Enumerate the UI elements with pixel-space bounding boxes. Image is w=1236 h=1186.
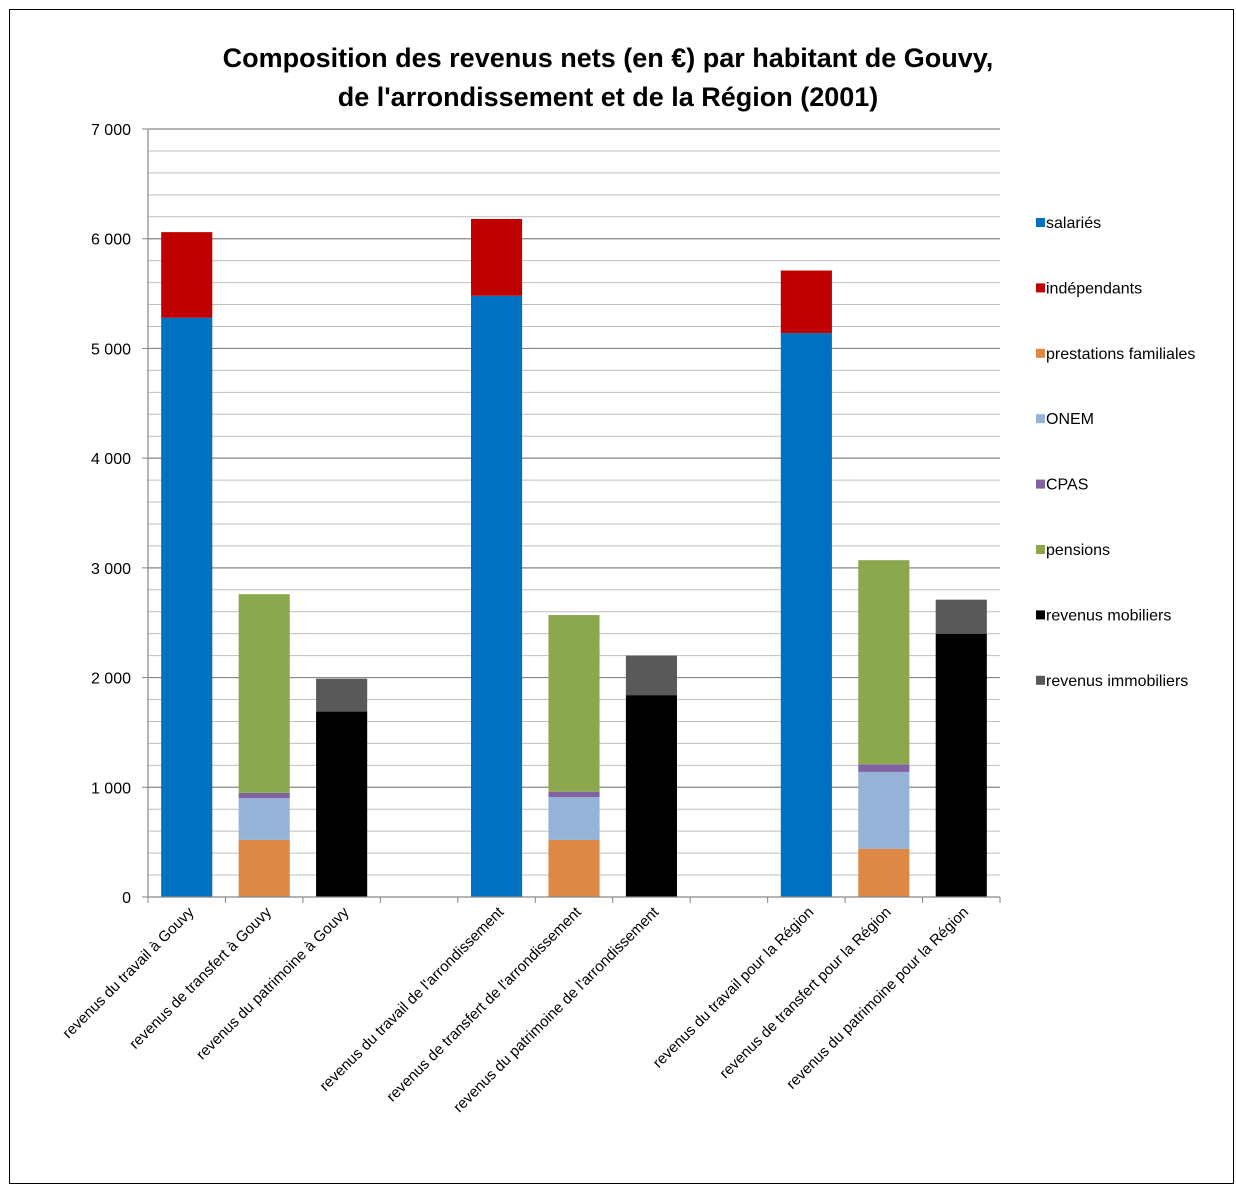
y-tick-label: 3 000 [91, 561, 131, 578]
legend-swatch [1036, 218, 1045, 227]
y-tick-label: 2 000 [91, 671, 131, 688]
legend-swatch [1036, 479, 1045, 489]
legend-swatch [1036, 414, 1045, 424]
bar-segment [316, 678, 368, 712]
bar-segment [625, 695, 678, 897]
axes [142, 128, 1001, 903]
bar-segment [316, 711, 368, 897]
chart-frame [9, 9, 1234, 1184]
bar-segment [935, 599, 987, 634]
bar-segment [470, 218, 523, 296]
legend-swatch [1036, 675, 1045, 685]
y-axis-ticks: 0 1 000 2 000 3 000 4 000 5 000 6 000 7 000 [91, 122, 131, 907]
x-category-label: revenus du patrimoine à Gouvy [193, 903, 353, 1063]
y-tick-label: 4 000 [91, 451, 131, 468]
x-category-label: revenus du travail pour la Région [650, 904, 818, 1072]
chart-title-line-2: de l'arrondissement et de la Région (200… [338, 82, 879, 112]
legend-label: indépendants [1046, 280, 1142, 297]
legend: salariés indépendants prestations familial… [1036, 215, 1195, 690]
chart-title-line-1: Composition des revenus nets (en €) par … [223, 43, 994, 73]
bar-segment [935, 633, 987, 897]
bar-segment [858, 848, 910, 897]
bar-segment [780, 333, 832, 897]
legend-label: pensions [1046, 542, 1110, 559]
x-category-label: revenus de transfert pour la Région [716, 904, 894, 1082]
bar-segment [780, 270, 832, 334]
y-tick-label: 1 000 [91, 780, 131, 797]
bar-segment [625, 655, 678, 696]
bar-segment [858, 771, 910, 849]
bar-segment [548, 791, 600, 798]
bar-segment [858, 560, 910, 765]
legend-swatch [1036, 610, 1045, 620]
y-tick-label: 6 000 [91, 232, 131, 249]
bar-segment [548, 797, 600, 840]
legend-swatch [1036, 348, 1045, 358]
legend-label: revenus immobiliers [1046, 673, 1188, 690]
chart-title: Composition des revenus nets (en €) par … [223, 43, 994, 112]
legend-label: prestations familiales [1046, 346, 1195, 363]
x-category-label: revenus de transfert à Gouvy [126, 903, 275, 1052]
legend-label: ONEM [1046, 411, 1094, 428]
gridlines [148, 128, 1000, 876]
y-tick-label: 7 000 [91, 122, 131, 139]
x-category-label: revenus du travail à Gouvy [59, 903, 198, 1042]
legend-swatch [1036, 545, 1045, 554]
y-tick-label: 0 [122, 890, 131, 907]
legend-label: salariés [1046, 215, 1101, 232]
bar-segment [238, 798, 290, 840]
bar-segment [548, 839, 600, 897]
bar-segment [470, 295, 523, 897]
legend-swatch [1036, 283, 1045, 293]
bar-segment [161, 317, 213, 897]
bar-segment [858, 764, 910, 772]
y-tick-label: 5 000 [91, 341, 131, 358]
bar-segment [238, 839, 290, 897]
bar-segment [238, 792, 290, 799]
bar-segment [238, 594, 290, 793]
bars [161, 218, 987, 897]
bar-segment [161, 232, 213, 318]
bar-segment [548, 615, 600, 792]
legend-label: CPAS [1046, 477, 1088, 494]
legend-label: revenus mobiliers [1046, 607, 1171, 624]
